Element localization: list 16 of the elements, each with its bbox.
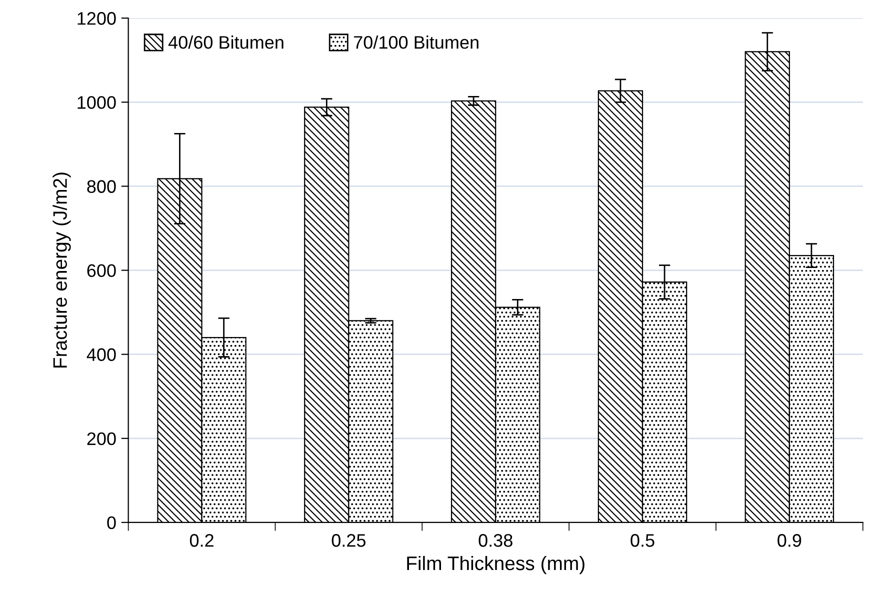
x-axis-title: Film Thickness (mm) [407, 556, 584, 574]
x-tick-label: 0.38 [478, 534, 512, 547]
y-tick-label: 1000 [78, 96, 116, 109]
y-axis-title: Fracture energy (J/m2) [52, 172, 71, 368]
x-tick-label: 0.9 [778, 534, 802, 547]
legend-label: 40/60 Bitumen [168, 36, 284, 49]
y-tick-label: 200 [87, 432, 116, 446]
x-tick-label: 0.5 [630, 534, 654, 547]
y-tick-label: 800 [87, 180, 116, 193]
y-tick-label: 1200 [78, 12, 116, 25]
x-tick-label: 0.2 [190, 534, 214, 547]
y-tick-label: 0 [107, 516, 116, 530]
y-tick-label: 400 [86, 348, 116, 362]
y-tick-label: 600 [87, 264, 116, 278]
x-tick-label: 0.25 [332, 534, 366, 547]
legend-label: 70/100 Bitumen [354, 36, 478, 49]
